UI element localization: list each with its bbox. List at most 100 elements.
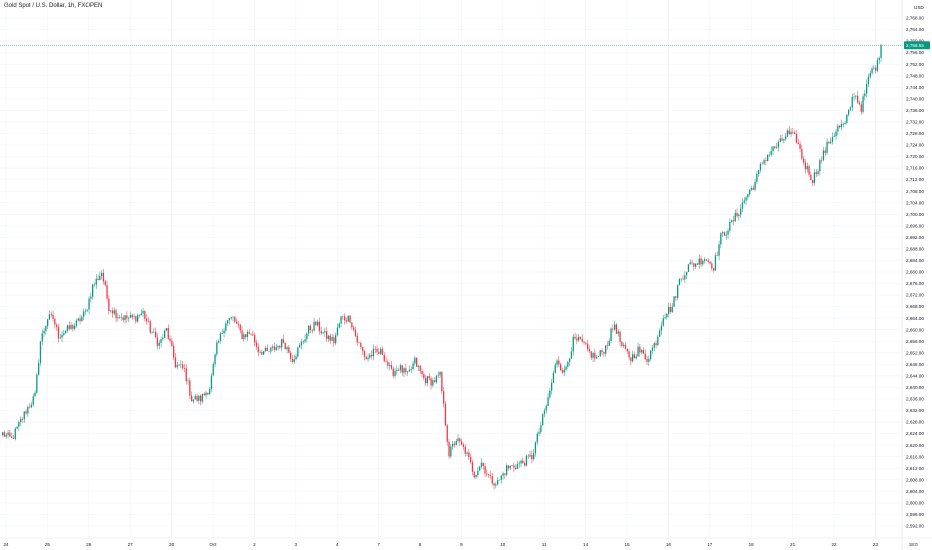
candle-body	[252, 334, 254, 336]
candle-body	[794, 132, 796, 134]
candle-body	[101, 272, 103, 276]
candle-body	[695, 263, 697, 267]
candle-body	[551, 382, 553, 391]
candle-body	[858, 102, 861, 105]
candle-body	[189, 380, 191, 396]
candle-body	[477, 470, 479, 475]
candle-body	[641, 350, 643, 353]
candle-body	[590, 351, 592, 358]
candle-body	[840, 124, 843, 128]
candle-body	[129, 314, 132, 318]
candle-body	[698, 258, 700, 265]
price-tick-label: 2,696.00	[906, 223, 924, 228]
candle-body	[20, 419, 22, 422]
candle-body	[799, 144, 801, 149]
candle-body	[484, 466, 486, 474]
candle-body	[480, 462, 483, 467]
candle-body	[588, 349, 591, 352]
candle-body	[140, 313, 142, 316]
candle-body	[97, 278, 99, 281]
candle-body	[801, 148, 803, 159]
candle-body	[533, 453, 535, 460]
candle-body	[835, 131, 837, 137]
candle-body	[659, 330, 661, 337]
candle-body	[390, 364, 393, 369]
candle-body	[718, 244, 720, 256]
candle-body	[77, 318, 79, 321]
time-tick-label: 14	[583, 542, 589, 547]
candle-body	[102, 272, 105, 282]
time-axis[interactable]: 24 25 26 27 30 Oct 2 3 4 7 8 9 10 11 14 15 16 17 18 21 22 23 1…	[3, 542, 918, 547]
candle-body	[41, 333, 43, 342]
candle-body	[536, 433, 538, 443]
price-tick-label: 2,740.00	[906, 96, 924, 101]
candle-body	[777, 142, 780, 148]
candle-body	[360, 342, 362, 348]
candle-body	[331, 337, 333, 341]
candle-body	[702, 260, 704, 265]
candle-body	[781, 138, 783, 141]
candle-body	[806, 166, 808, 170]
candle-body	[185, 368, 187, 382]
currency-label: USD	[914, 5, 924, 10]
candle-body	[848, 109, 850, 115]
candle-body	[147, 321, 150, 322]
candle-body	[621, 341, 623, 346]
candle-body	[126, 315, 128, 319]
candle-body	[853, 96, 855, 98]
candle-body	[392, 368, 394, 376]
candle-body	[399, 365, 402, 371]
price-tick-label: 2,608.00	[906, 477, 924, 482]
candle-body	[423, 374, 425, 379]
time-tick-label: 26	[86, 542, 92, 547]
candle-body	[761, 163, 763, 165]
candle-body	[86, 309, 88, 311]
candle-body	[731, 220, 733, 222]
candle-body	[851, 97, 853, 108]
candle-body	[272, 346, 274, 348]
candle-body	[219, 333, 222, 342]
candle-body	[241, 330, 243, 339]
candle-body	[106, 285, 108, 299]
candle-body	[212, 364, 214, 376]
candle-body	[394, 370, 396, 376]
candle-body	[520, 460, 522, 464]
candle-body	[457, 438, 459, 442]
candle-body	[491, 476, 493, 484]
candle-body	[448, 441, 450, 457]
candle-body	[529, 455, 531, 457]
chart-title: Gold Spot / U.S. Dollar, 1h, FXOPEN	[4, 3, 103, 9]
candle-body	[473, 471, 475, 478]
candle-body	[700, 258, 702, 265]
candle-body	[437, 375, 439, 376]
candle-body	[599, 350, 601, 357]
candle-body	[21, 419, 24, 420]
time-tick-label: 18	[749, 542, 755, 547]
candle-body	[525, 455, 528, 466]
candle-body	[646, 359, 648, 362]
candle-body	[615, 324, 618, 334]
candle-body	[875, 67, 877, 71]
candle-body	[714, 255, 717, 271]
candle-body	[380, 349, 382, 354]
candle-body	[534, 442, 537, 454]
candle-body	[554, 364, 556, 373]
candle-body	[444, 403, 447, 426]
price-axis[interactable]: USD 2,592.00 2,596.00 2,600.00 2,604.00 2,608…	[904, 5, 930, 529]
candle-body	[682, 278, 684, 280]
candle-body	[354, 329, 357, 336]
candle-body	[538, 432, 540, 434]
candle-body	[792, 131, 794, 133]
candle-body	[459, 438, 461, 442]
candle-body	[336, 327, 339, 336]
candle-body	[776, 147, 778, 149]
candle-body	[34, 392, 36, 397]
candle-body	[506, 465, 508, 475]
candle-body	[95, 278, 97, 285]
candle-body	[174, 357, 177, 368]
price-tick-label: 2,716.00	[906, 166, 924, 171]
candle-body	[218, 341, 220, 343]
candle-body	[122, 317, 124, 321]
price-tick-label: 2,660.00	[906, 327, 924, 332]
